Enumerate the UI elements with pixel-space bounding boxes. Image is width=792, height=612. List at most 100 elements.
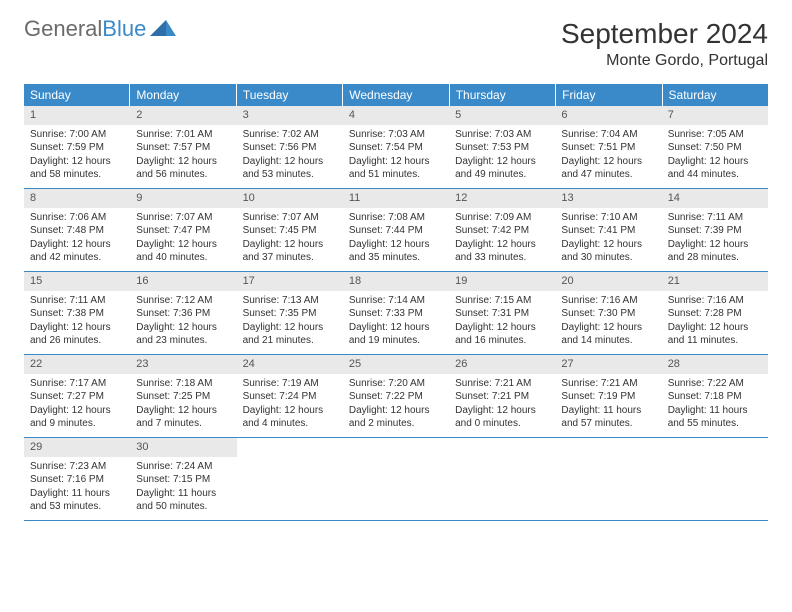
calendar-day: 17Sunrise: 7:13 AMSunset: 7:35 PMDayligh…	[237, 272, 343, 354]
day-number: 9	[130, 189, 236, 208]
day-body: Sunrise: 7:13 AMSunset: 7:35 PMDaylight:…	[237, 291, 343, 354]
calendar-day: 29Sunrise: 7:23 AMSunset: 7:16 PMDayligh…	[24, 438, 130, 520]
calendar-day: 13Sunrise: 7:10 AMSunset: 7:41 PMDayligh…	[555, 189, 661, 271]
sunrise-text: Sunrise: 7:11 AM	[668, 211, 762, 225]
sunset-text: Sunset: 7:44 PM	[349, 224, 443, 238]
calendar-day: 12Sunrise: 7:09 AMSunset: 7:42 PMDayligh…	[449, 189, 555, 271]
daylight-text: Daylight: 12 hours and 28 minutes.	[668, 238, 762, 265]
day-body: Sunrise: 7:06 AMSunset: 7:48 PMDaylight:…	[24, 208, 130, 271]
weekday-header: Saturday	[663, 84, 768, 106]
daylight-text: Daylight: 12 hours and 40 minutes.	[136, 238, 230, 265]
sunset-text: Sunset: 7:16 PM	[30, 473, 124, 487]
calendar-day	[555, 438, 661, 520]
daylight-text: Daylight: 11 hours and 50 minutes.	[136, 487, 230, 514]
sunset-text: Sunset: 7:57 PM	[136, 141, 230, 155]
daylight-text: Daylight: 12 hours and 30 minutes.	[561, 238, 655, 265]
daylight-text: Daylight: 12 hours and 42 minutes.	[30, 238, 124, 265]
sunrise-text: Sunrise: 7:19 AM	[243, 377, 337, 391]
day-body: Sunrise: 7:24 AMSunset: 7:15 PMDaylight:…	[130, 457, 236, 520]
weekday-header: Sunday	[24, 84, 130, 106]
calendar-week: 8Sunrise: 7:06 AMSunset: 7:48 PMDaylight…	[24, 189, 768, 272]
sunrise-text: Sunrise: 7:15 AM	[455, 294, 549, 308]
day-body: Sunrise: 7:15 AMSunset: 7:31 PMDaylight:…	[449, 291, 555, 354]
sunset-text: Sunset: 7:36 PM	[136, 307, 230, 321]
sunset-text: Sunset: 7:15 PM	[136, 473, 230, 487]
sunrise-text: Sunrise: 7:09 AM	[455, 211, 549, 225]
day-body: Sunrise: 7:07 AMSunset: 7:45 PMDaylight:…	[237, 208, 343, 271]
day-number: 13	[555, 189, 661, 208]
sunset-text: Sunset: 7:18 PM	[668, 390, 762, 404]
day-number: 16	[130, 272, 236, 291]
day-body: Sunrise: 7:02 AMSunset: 7:56 PMDaylight:…	[237, 125, 343, 188]
calendar-day: 8Sunrise: 7:06 AMSunset: 7:48 PMDaylight…	[24, 189, 130, 271]
calendar-grid: Sunday Monday Tuesday Wednesday Thursday…	[24, 84, 768, 521]
day-body: Sunrise: 7:11 AMSunset: 7:38 PMDaylight:…	[24, 291, 130, 354]
calendar-day: 14Sunrise: 7:11 AMSunset: 7:39 PMDayligh…	[662, 189, 768, 271]
daylight-text: Daylight: 12 hours and 9 minutes.	[30, 404, 124, 431]
daylight-text: Daylight: 12 hours and 44 minutes.	[668, 155, 762, 182]
calendar-day: 19Sunrise: 7:15 AMSunset: 7:31 PMDayligh…	[449, 272, 555, 354]
day-body: Sunrise: 7:23 AMSunset: 7:16 PMDaylight:…	[24, 457, 130, 520]
calendar-day: 20Sunrise: 7:16 AMSunset: 7:30 PMDayligh…	[555, 272, 661, 354]
day-body: Sunrise: 7:17 AMSunset: 7:27 PMDaylight:…	[24, 374, 130, 437]
sunset-text: Sunset: 7:59 PM	[30, 141, 124, 155]
day-body: Sunrise: 7:16 AMSunset: 7:30 PMDaylight:…	[555, 291, 661, 354]
sunset-text: Sunset: 7:33 PM	[349, 307, 443, 321]
sunrise-text: Sunrise: 7:16 AM	[561, 294, 655, 308]
calendar-day: 15Sunrise: 7:11 AMSunset: 7:38 PMDayligh…	[24, 272, 130, 354]
day-body: Sunrise: 7:03 AMSunset: 7:53 PMDaylight:…	[449, 125, 555, 188]
daylight-text: Daylight: 12 hours and 58 minutes.	[30, 155, 124, 182]
day-number: 30	[130, 438, 236, 457]
day-body: Sunrise: 7:19 AMSunset: 7:24 PMDaylight:…	[237, 374, 343, 437]
title-block: September 2024 Monte Gordo, Portugal	[561, 18, 768, 70]
month-title: September 2024	[561, 18, 768, 50]
calendar-day	[662, 438, 768, 520]
sunrise-text: Sunrise: 7:00 AM	[30, 128, 124, 142]
calendar-day: 10Sunrise: 7:07 AMSunset: 7:45 PMDayligh…	[237, 189, 343, 271]
weekday-header: Wednesday	[343, 84, 449, 106]
sunset-text: Sunset: 7:19 PM	[561, 390, 655, 404]
calendar-day: 16Sunrise: 7:12 AMSunset: 7:36 PMDayligh…	[130, 272, 236, 354]
day-number: 7	[662, 106, 768, 125]
day-number: 24	[237, 355, 343, 374]
logo: GeneralBlue	[24, 18, 176, 40]
weekday-header: Friday	[556, 84, 662, 106]
sunset-text: Sunset: 7:56 PM	[243, 141, 337, 155]
weekday-header-row: Sunday Monday Tuesday Wednesday Thursday…	[24, 84, 768, 106]
sunrise-text: Sunrise: 7:07 AM	[136, 211, 230, 225]
calendar-week: 22Sunrise: 7:17 AMSunset: 7:27 PMDayligh…	[24, 355, 768, 438]
weekday-header: Thursday	[450, 84, 556, 106]
calendar-page: GeneralBlue September 2024 Monte Gordo, …	[0, 0, 792, 539]
day-number: 17	[237, 272, 343, 291]
sunrise-text: Sunrise: 7:18 AM	[136, 377, 230, 391]
sunrise-text: Sunrise: 7:04 AM	[561, 128, 655, 142]
day-body: Sunrise: 7:01 AMSunset: 7:57 PMDaylight:…	[130, 125, 236, 188]
day-body: Sunrise: 7:08 AMSunset: 7:44 PMDaylight:…	[343, 208, 449, 271]
sunrise-text: Sunrise: 7:08 AM	[349, 211, 443, 225]
daylight-text: Daylight: 12 hours and 23 minutes.	[136, 321, 230, 348]
day-number: 12	[449, 189, 555, 208]
sunset-text: Sunset: 7:35 PM	[243, 307, 337, 321]
day-number: 19	[449, 272, 555, 291]
day-number: 22	[24, 355, 130, 374]
page-header: GeneralBlue September 2024 Monte Gordo, …	[24, 18, 768, 70]
day-body: Sunrise: 7:05 AMSunset: 7:50 PMDaylight:…	[662, 125, 768, 188]
sunset-text: Sunset: 7:21 PM	[455, 390, 549, 404]
daylight-text: Daylight: 11 hours and 57 minutes.	[561, 404, 655, 431]
day-number: 18	[343, 272, 449, 291]
daylight-text: Daylight: 12 hours and 21 minutes.	[243, 321, 337, 348]
sunrise-text: Sunrise: 7:17 AM	[30, 377, 124, 391]
day-number: 23	[130, 355, 236, 374]
daylight-text: Daylight: 12 hours and 26 minutes.	[30, 321, 124, 348]
daylight-text: Daylight: 12 hours and 16 minutes.	[455, 321, 549, 348]
weekday-header: Tuesday	[237, 84, 343, 106]
day-number: 10	[237, 189, 343, 208]
day-number: 8	[24, 189, 130, 208]
day-body: Sunrise: 7:07 AMSunset: 7:47 PMDaylight:…	[130, 208, 236, 271]
weekday-header: Monday	[130, 84, 236, 106]
sunrise-text: Sunrise: 7:13 AM	[243, 294, 337, 308]
calendar-day: 6Sunrise: 7:04 AMSunset: 7:51 PMDaylight…	[555, 106, 661, 188]
day-body: Sunrise: 7:14 AMSunset: 7:33 PMDaylight:…	[343, 291, 449, 354]
calendar-week: 15Sunrise: 7:11 AMSunset: 7:38 PMDayligh…	[24, 272, 768, 355]
sunrise-text: Sunrise: 7:06 AM	[30, 211, 124, 225]
